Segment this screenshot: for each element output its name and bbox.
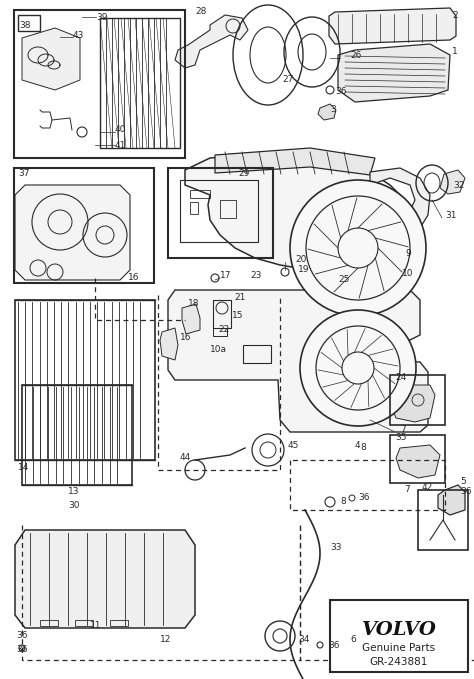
- Bar: [418, 490, 468, 550]
- Polygon shape: [440, 170, 465, 194]
- Text: 10: 10: [402, 268, 413, 278]
- Text: 36: 36: [335, 88, 346, 96]
- Polygon shape: [160, 328, 178, 360]
- Text: 8: 8: [340, 498, 346, 507]
- Text: 33: 33: [330, 543, 341, 553]
- Bar: [390, 435, 445, 483]
- Bar: [15, 300, 155, 460]
- Text: Genuine Parts: Genuine Parts: [363, 643, 436, 653]
- Text: 7: 7: [400, 426, 406, 435]
- Text: 16: 16: [128, 274, 139, 282]
- Text: 14: 14: [18, 464, 29, 473]
- Text: 16: 16: [180, 333, 191, 342]
- Polygon shape: [438, 485, 465, 515]
- Polygon shape: [314, 276, 335, 294]
- Text: 38: 38: [19, 22, 30, 31]
- Text: 45: 45: [288, 441, 300, 449]
- Text: 24: 24: [395, 373, 406, 382]
- Text: 36: 36: [16, 631, 27, 640]
- Bar: [168, 168, 273, 258]
- Bar: [18, 15, 40, 31]
- Text: 44: 44: [180, 454, 191, 462]
- Text: 28: 28: [195, 7, 206, 16]
- Bar: [14, 10, 185, 158]
- Text: 34: 34: [298, 636, 310, 644]
- Ellipse shape: [300, 310, 416, 426]
- Polygon shape: [215, 148, 375, 175]
- Text: 40: 40: [115, 126, 127, 134]
- Text: 9: 9: [405, 249, 411, 257]
- Text: 3: 3: [330, 105, 336, 115]
- Text: 36: 36: [460, 488, 472, 496]
- Bar: [330, 600, 468, 672]
- Bar: [190, 202, 198, 214]
- Bar: [243, 345, 271, 363]
- Bar: [190, 190, 210, 198]
- Text: 11: 11: [90, 621, 101, 629]
- Polygon shape: [175, 15, 248, 68]
- Bar: [40, 620, 58, 626]
- Bar: [213, 300, 231, 328]
- Polygon shape: [15, 185, 130, 280]
- Text: 7: 7: [404, 485, 410, 494]
- Bar: [100, 18, 180, 148]
- Text: 27: 27: [282, 75, 293, 84]
- Text: 39: 39: [96, 12, 108, 22]
- Text: 41: 41: [115, 141, 127, 149]
- Text: 4: 4: [355, 441, 361, 449]
- Text: 37: 37: [18, 170, 29, 179]
- Polygon shape: [396, 445, 440, 478]
- Text: 6: 6: [350, 636, 356, 644]
- Text: 2: 2: [452, 10, 457, 20]
- Text: 32: 32: [453, 181, 465, 189]
- Text: 5: 5: [460, 477, 466, 486]
- Text: 36: 36: [328, 640, 339, 650]
- Text: 10a: 10a: [210, 346, 227, 354]
- Polygon shape: [185, 152, 410, 272]
- Bar: [14, 168, 154, 283]
- Text: 23: 23: [250, 270, 261, 280]
- Polygon shape: [318, 104, 336, 120]
- Text: 1: 1: [452, 48, 458, 56]
- Bar: [220, 200, 236, 218]
- Text: 25: 25: [338, 276, 349, 285]
- Text: 12: 12: [160, 636, 172, 644]
- Polygon shape: [168, 290, 428, 432]
- Polygon shape: [392, 385, 435, 422]
- Text: 15: 15: [232, 310, 244, 320]
- Text: 29: 29: [238, 170, 249, 179]
- Text: 30: 30: [68, 500, 80, 509]
- Bar: [110, 620, 128, 626]
- Polygon shape: [329, 8, 456, 44]
- Bar: [75, 620, 93, 626]
- Polygon shape: [338, 44, 450, 102]
- Text: 43: 43: [73, 31, 84, 39]
- Text: 8: 8: [360, 443, 366, 452]
- Polygon shape: [182, 304, 200, 334]
- Bar: [180, 180, 258, 242]
- Bar: [213, 328, 227, 336]
- Bar: [390, 375, 445, 425]
- Text: 35: 35: [395, 433, 407, 443]
- Text: 18: 18: [188, 299, 200, 308]
- Text: 19: 19: [298, 265, 310, 274]
- Text: 36: 36: [358, 494, 370, 502]
- Text: VOLVO: VOLVO: [362, 621, 437, 639]
- Text: 31: 31: [445, 210, 456, 219]
- Text: 26: 26: [350, 50, 361, 60]
- Text: 22: 22: [218, 325, 229, 335]
- Text: GR-243881: GR-243881: [370, 657, 428, 667]
- Ellipse shape: [290, 180, 426, 316]
- Polygon shape: [15, 530, 195, 628]
- Text: 42: 42: [422, 483, 433, 492]
- Text: 36: 36: [16, 646, 27, 655]
- Bar: [22, 385, 132, 485]
- Text: 21: 21: [234, 293, 246, 303]
- Polygon shape: [370, 168, 430, 228]
- Text: 13: 13: [68, 488, 80, 496]
- Text: 17: 17: [220, 272, 231, 280]
- Polygon shape: [22, 28, 80, 90]
- Text: 20: 20: [295, 255, 306, 265]
